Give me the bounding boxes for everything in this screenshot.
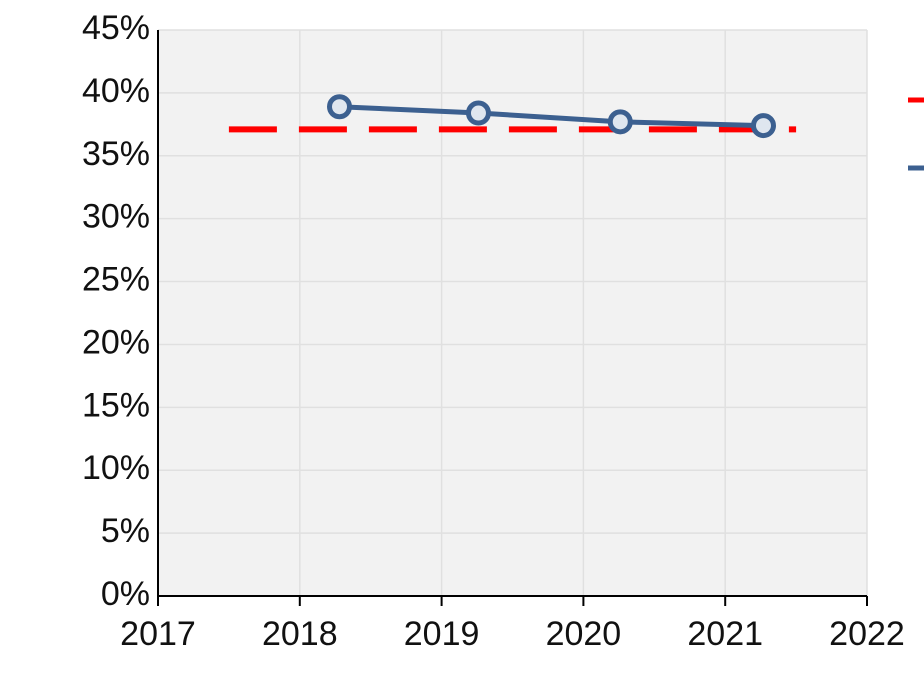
x-tick-label: 2020 — [546, 615, 622, 653]
x-tick-label: 2021 — [687, 615, 763, 653]
marker — [750, 113, 776, 139]
y-tick-label: 45% — [82, 9, 150, 47]
marker — [607, 109, 633, 135]
y-tick-label: 30% — [82, 198, 150, 236]
marker — [465, 100, 491, 126]
x-tick-label: 2017 — [120, 615, 196, 653]
y-tick-label: 15% — [82, 386, 150, 424]
y-tick-label: 5% — [101, 512, 150, 550]
x-tick-label: 2019 — [404, 615, 480, 653]
x-tick-label: 2018 — [262, 615, 338, 653]
y-tick-label: 40% — [82, 72, 150, 110]
y-tick-label: 20% — [82, 323, 150, 361]
y-tick-label: 0% — [101, 575, 150, 613]
x-tick-label: 2022 — [829, 615, 905, 653]
y-tick-label: 10% — [82, 449, 150, 487]
y-tick-label: 35% — [82, 135, 150, 173]
marker — [327, 94, 353, 120]
y-tick-label: 25% — [82, 261, 150, 299]
series-line — [339, 104, 764, 129]
